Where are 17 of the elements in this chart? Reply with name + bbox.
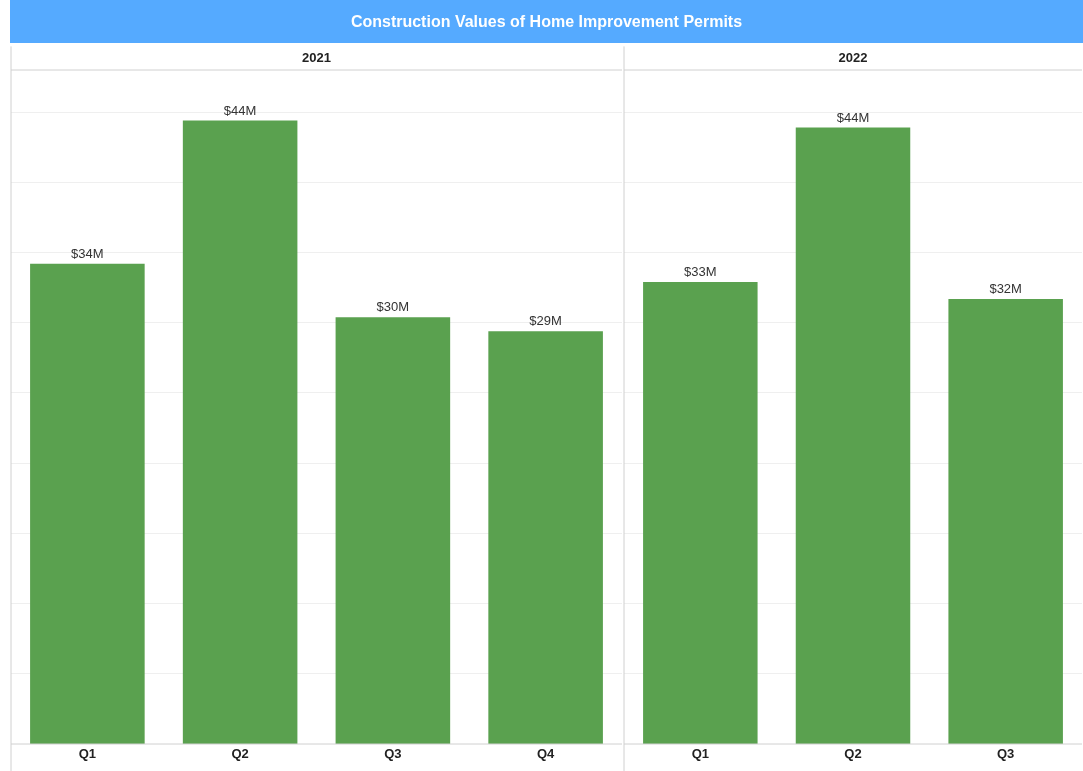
data-label: $29M [529,313,562,329]
chart-subtitle: 2021 [302,49,331,65]
chart-subtitle: 2022 [838,49,868,65]
x-tick-label: Q3 [384,746,402,761]
data-label: $34M [71,245,104,261]
chart-title: Construction Values of Home Improvement Permits [10,0,1083,43]
x-tick-label: Q2 [844,746,862,761]
data-label: $44M [836,109,870,125]
x-tick-label: Q3 [997,746,1015,761]
data-label: $44M [223,102,257,118]
x-tick-label: Q4 [536,746,556,761]
data-label: $30M [376,299,410,315]
x-tick-label: Q1 [78,746,97,761]
x-tick-label: Q1 [691,746,709,761]
x-tick-label: Q2 [231,746,249,761]
data-label: $32M [989,280,1022,296]
data-label: $33M [684,264,717,280]
